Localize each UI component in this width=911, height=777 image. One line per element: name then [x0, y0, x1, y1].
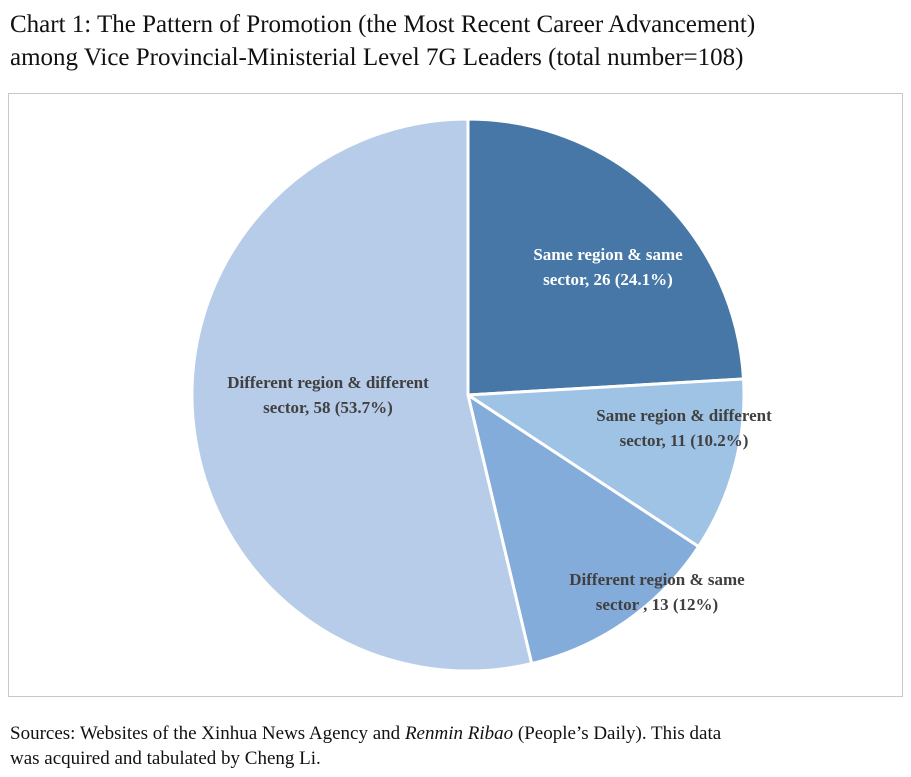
slice-label-line: sector, 11 (10.2%) [620, 431, 749, 450]
source-italic: Renmin Ribao [404, 723, 514, 744]
chart-title-line-2: among Vice Provincial-Ministerial Level … [10, 44, 744, 71]
slice-label-line: sector, 26 (24.1%) [543, 270, 673, 289]
chart-frame [8, 93, 903, 697]
slice-label-line: Different region & different [227, 373, 429, 392]
pie-slice-different-region-same-sector [465, 391, 701, 666]
chart-title-line-1: Chart 1: The Pattern of Promotion (the M… [10, 11, 756, 38]
slice-label-same-region-different-sector: Same region & different sector, 11 (10.2%… [596, 406, 772, 450]
pie-slice-different-region-different-sector [190, 117, 534, 673]
slice-label-line: sector , 13 (12%) [596, 595, 718, 614]
slice-label-line: Different region & same [569, 570, 745, 589]
source-prefix: Sources: Websites of the Xinhua News Age… [10, 723, 405, 744]
slice-label-line: Same region & same [533, 245, 683, 264]
slice-label-line: Same region & different [596, 406, 772, 425]
chart-title: Chart 1: The Pattern of Promotion (the M… [10, 8, 900, 74]
source-line-2: was acquired and tabulated by Cheng Li. [10, 748, 321, 769]
slice-label-different-region-same-sector: Different region & same sector , 13 (12%) [569, 570, 745, 614]
slice-label-same-region-same-sector: Same region & same sector, 26 (24.1%) [533, 245, 683, 289]
slice-label-different-region-different-sector: Different region & different sector, 58 (… [227, 373, 429, 417]
source-note: Sources: Websites of the Xinhua News Age… [10, 721, 900, 771]
pie-slice-same-region-different-sector [463, 377, 746, 549]
pie-slice-same-region-same-sector [466, 117, 746, 397]
pie-chart: Same region & same sector, 26 (24.1%)Same… [190, 117, 772, 673]
source-suffix: (People’s Daily). This data [513, 723, 722, 744]
slice-label-line: sector, 58 (53.7%) [263, 398, 393, 417]
